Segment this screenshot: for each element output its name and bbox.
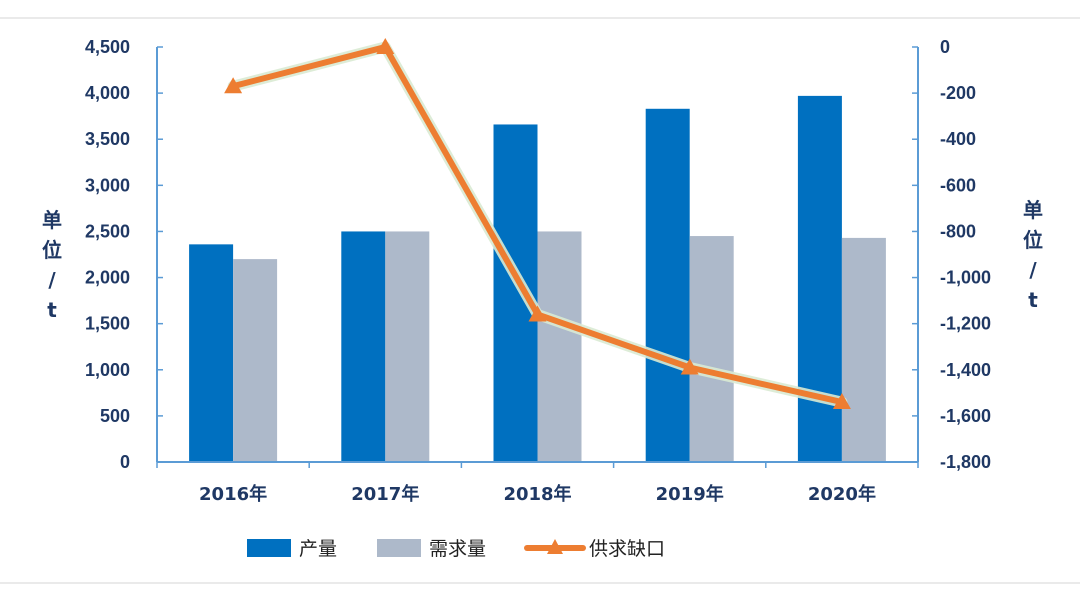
gap-marker-5 [832, 393, 851, 410]
right-tick-label: -1,400 [940, 360, 991, 380]
left-tick-label: 3,000 [85, 175, 130, 195]
right-axis-label-char: t [1028, 288, 1038, 312]
right-tick-label: -200 [940, 83, 976, 103]
left-tick-label: 500 [100, 406, 130, 426]
left-axis-label-char: t [47, 298, 57, 322]
legend-swatch-demand [377, 539, 421, 557]
legend-swatch-production [247, 539, 291, 557]
legend-label: 产量 [299, 538, 337, 560]
gap-marker-1 [224, 77, 243, 94]
bar-demand-4 [689, 236, 734, 462]
right-axis-label-char: 单 [1023, 198, 1043, 222]
left-tick-label: 4,500 [85, 37, 130, 57]
bar-demand-2 [385, 231, 430, 462]
left-tick-label: 0 [120, 452, 130, 472]
gap-marker-3 [528, 305, 547, 322]
gap-marker-2 [376, 38, 395, 54]
left-tick-label: 1,500 [85, 314, 130, 334]
left-axis-label-char: 单 [42, 208, 62, 232]
labels-layer: 0 500 1,000 1,500 2,000 2,500 3,000 3,500 4,000 4… [42, 37, 1043, 505]
left-axis-label-char: / [48, 268, 56, 292]
bar-production-1 [189, 244, 234, 462]
x-tick-label: 2019年 [656, 483, 724, 505]
bar-demand-1 [233, 259, 278, 462]
legend: 产量 需求量 供求缺口 [247, 538, 665, 560]
x-tick-label: 2018年 [503, 483, 571, 505]
right-tick-label: -400 [940, 129, 976, 149]
right-tick-label: -1,200 [940, 314, 991, 334]
right-tick-label: 0 [940, 37, 950, 57]
right-axis-label-char: 位 [1023, 228, 1043, 252]
left-tick-label: 2,500 [85, 221, 130, 241]
right-axis-label-char: / [1029, 258, 1037, 282]
right-tick-label: -1,600 [940, 406, 991, 426]
bars-layer [189, 95, 886, 463]
x-tick-label: 2017年 [351, 483, 419, 505]
right-tick-label: -1,000 [940, 268, 991, 288]
bar-production-2 [341, 231, 386, 462]
left-tick-label: 3,500 [85, 129, 130, 149]
right-tick-label: -1,800 [940, 452, 991, 472]
right-tick-label: -800 [940, 221, 976, 241]
left-tick-label: 1,000 [85, 360, 130, 380]
legend-label: 需求量 [429, 538, 486, 560]
axes-layer [156, 46, 919, 468]
left-tick-label: 2,000 [85, 268, 130, 288]
left-axis-label-char: 位 [42, 238, 62, 262]
gap-marker-4 [680, 358, 699, 375]
x-tick-label: 2016年 [199, 483, 267, 505]
legend-marker-gap [547, 539, 563, 554]
line-layer [224, 38, 851, 410]
left-tick-label: 4,000 [85, 83, 130, 103]
bar-demand-5 [841, 237, 886, 462]
right-tick-label: -600 [940, 175, 976, 195]
bar-production-4 [645, 108, 690, 463]
legend-label: 供求缺口 [589, 538, 665, 560]
bar-demand-3 [537, 231, 582, 462]
x-tick-label: 2020年 [808, 483, 876, 505]
